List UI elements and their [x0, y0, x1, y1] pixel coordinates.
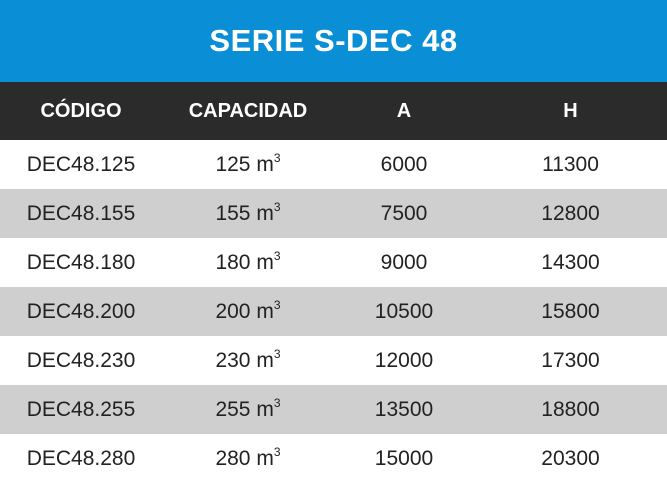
table-row: DEC48.255 255 m3 13500 18800	[0, 385, 667, 434]
capacidad-unit: m	[256, 397, 274, 421]
capacidad-unit: m	[256, 348, 274, 372]
cell-h: 18800	[541, 397, 600, 421]
cell-capacidad: 230 m3	[162, 346, 334, 373]
capacidad-unit: m	[256, 152, 274, 176]
unit-exponent: 3	[273, 297, 281, 312]
table-row: DEC48.180 180 m3 9000 14300	[0, 238, 667, 287]
capacidad-unit: m	[256, 250, 274, 274]
cell-codigo: DEC48.280	[26, 446, 136, 470]
cell-h: 14300	[541, 250, 600, 274]
header-a: A	[396, 99, 412, 122]
cell-capacidad: 280 m3	[162, 444, 334, 471]
table-header-row: CÓDIGO CAPACIDAD A H	[0, 82, 667, 140]
cell-codigo: DEC48.255	[26, 397, 136, 421]
unit-exponent: 3	[273, 395, 281, 410]
cell-a: 12000	[374, 348, 434, 372]
cell-a: 9000	[380, 250, 428, 274]
cell-capacidad: 255 m3	[162, 395, 334, 422]
cell-a: 15000	[374, 446, 434, 470]
table-row: DEC48.280 280 m3 15000 20300	[0, 434, 667, 483]
table-row: DEC48.125 125 m3 6000 11300	[0, 140, 667, 189]
header-codigo: CÓDIGO	[40, 99, 122, 122]
cell-a: 10500	[374, 299, 434, 323]
capacidad-value: 155	[215, 201, 251, 225]
cell-codigo: DEC48.230	[26, 348, 136, 372]
cell-a: 13500	[374, 397, 434, 421]
cell-h: 20300	[541, 446, 600, 470]
cell-capacidad: 200 m3	[162, 297, 334, 324]
table-row: DEC48.155 155 m3 7500 12800	[0, 189, 667, 238]
table-body: DEC48.125 125 m3 6000 11300 DEC48.155 155 m3 7…	[0, 140, 667, 483]
cell-h: 12800	[541, 201, 600, 225]
cell-a: 6000	[380, 152, 428, 176]
capacidad-value: 125	[215, 152, 251, 176]
table-row: DEC48.200 200 m3 10500 15800	[0, 287, 667, 336]
unit-exponent: 3	[273, 199, 281, 214]
cell-codigo: DEC48.200	[26, 299, 136, 323]
cell-h: 15800	[541, 299, 600, 323]
unit-exponent: 3	[273, 346, 281, 361]
cell-capacidad: 125 m3	[162, 150, 334, 177]
capacidad-value: 180	[215, 250, 251, 274]
capacidad-value: 255	[215, 397, 251, 421]
capacidad-value: 230	[215, 348, 251, 372]
unit-exponent: 3	[273, 444, 281, 459]
table-title: SERIE S-DEC 48	[0, 0, 667, 82]
cell-codigo: DEC48.125	[26, 152, 136, 176]
cell-codigo: DEC48.180	[26, 250, 136, 274]
cell-codigo: DEC48.155	[26, 201, 136, 225]
cell-capacidad: 155 m3	[162, 199, 334, 226]
capacidad-unit: m	[256, 446, 274, 470]
capacidad-value: 200	[215, 299, 251, 323]
header-h: H	[563, 99, 578, 122]
cell-h: 17300	[541, 348, 600, 372]
unit-exponent: 3	[273, 150, 281, 165]
cell-h: 11300	[542, 152, 599, 176]
capacidad-value: 280	[215, 446, 251, 470]
capacidad-unit: m	[256, 201, 274, 225]
cell-capacidad: 180 m3	[162, 248, 334, 275]
header-capacidad: CAPACIDAD	[188, 99, 308, 122]
capacidad-unit: m	[256, 299, 274, 323]
cell-a: 7500	[380, 201, 428, 225]
table-row: DEC48.230 230 m3 12000 17300	[0, 336, 667, 385]
unit-exponent: 3	[273, 248, 281, 263]
